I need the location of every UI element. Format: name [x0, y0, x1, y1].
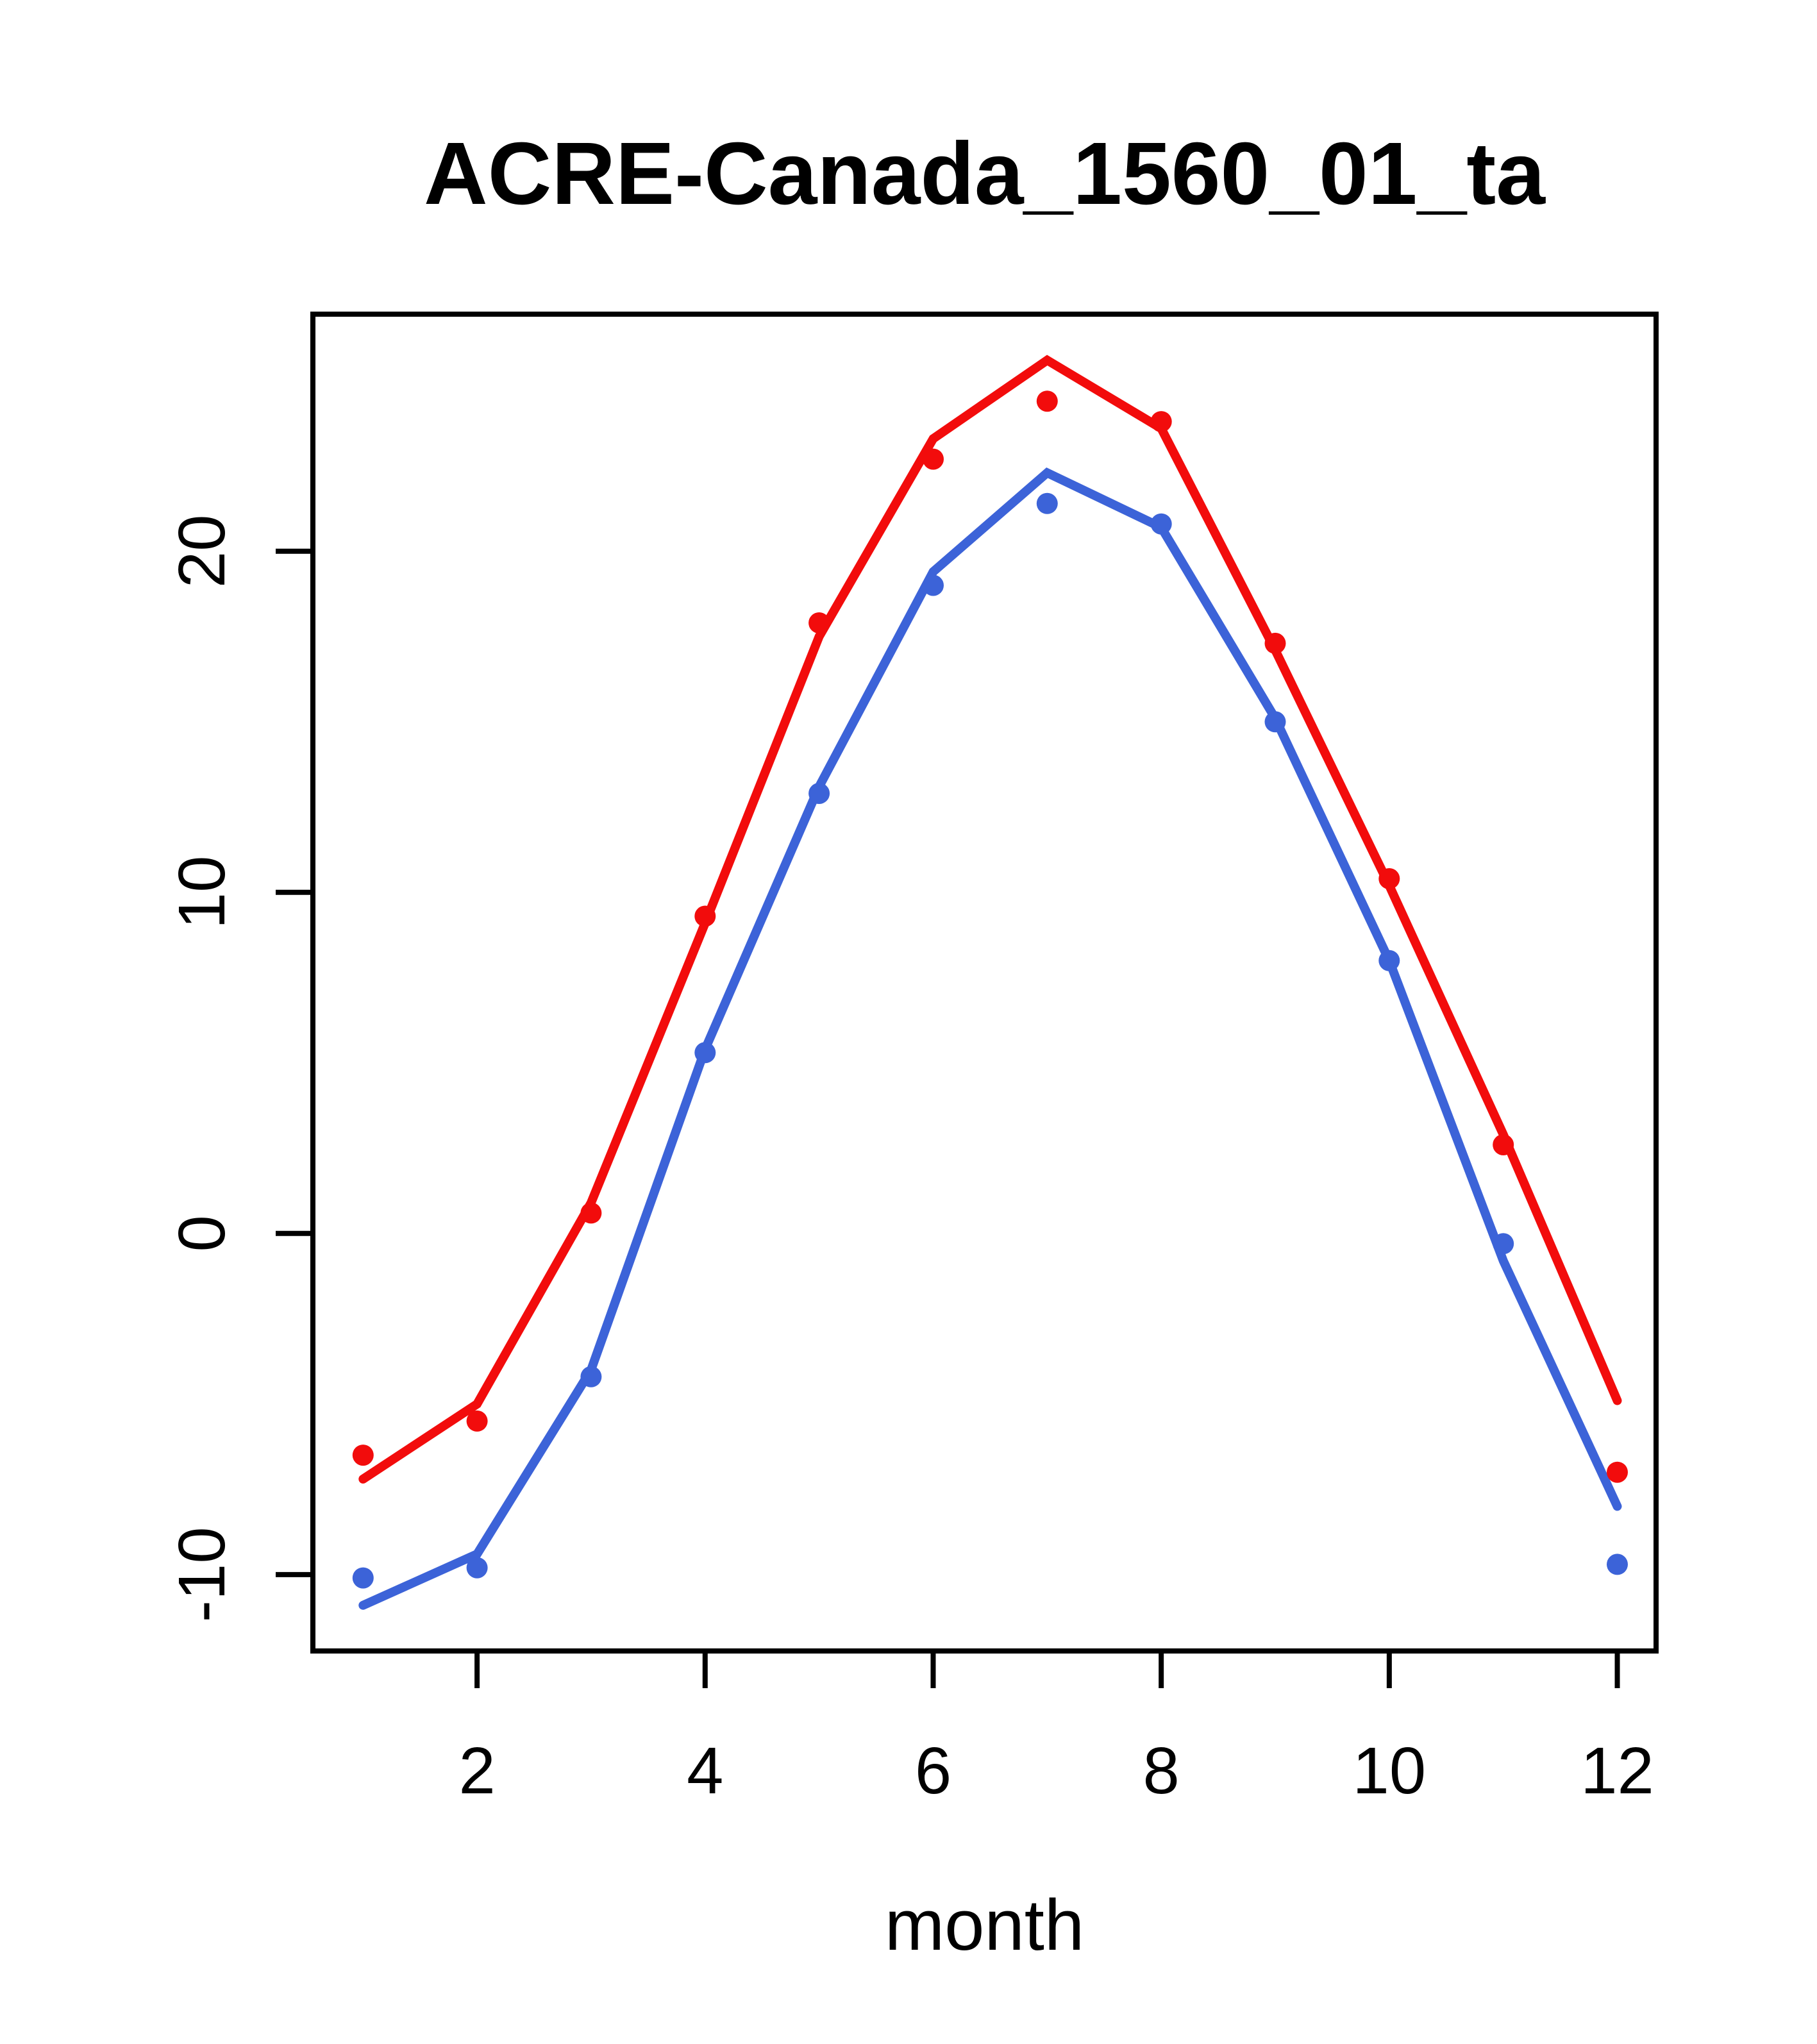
- blue-points-series: [352, 492, 1628, 1589]
- red-data-point: [1607, 1461, 1628, 1483]
- red-points-series: [352, 390, 1628, 1483]
- plot-box: [310, 312, 1659, 1654]
- y-axis-ticks: -10 0 10 20: [165, 514, 313, 1622]
- y-tick-label: 10: [165, 855, 239, 929]
- blue-data-point: [923, 574, 944, 596]
- y-tick-label: 0: [165, 1215, 239, 1252]
- blue-data-point: [1493, 1233, 1514, 1255]
- red-data-point: [1378, 868, 1400, 889]
- blue-data-point: [1607, 1554, 1628, 1575]
- red-data-point: [352, 1445, 374, 1466]
- red-data-point: [1036, 390, 1058, 412]
- x-tick-label: 2: [458, 1734, 495, 1807]
- blue-data-point: [580, 1366, 602, 1387]
- red-data-point: [808, 612, 830, 633]
- x-tick-label: 6: [915, 1734, 951, 1807]
- blue-data-point: [808, 783, 830, 804]
- y-tick-label: -10: [165, 1527, 239, 1622]
- red-data-point: [694, 905, 716, 927]
- blue-data-point: [694, 1042, 716, 1064]
- x-axis-ticks: 2 4 6 8 10 12: [458, 1651, 1654, 1807]
- blue-data-point: [1378, 950, 1400, 971]
- y-tick-label: 20: [165, 514, 239, 588]
- red-data-point: [580, 1202, 602, 1224]
- blue-line-series: [358, 467, 1622, 1610]
- chart-title: ACRE-Canada_1560_01_ta: [424, 124, 1545, 223]
- blue-data-point: [466, 1557, 488, 1579]
- x-tick-label: 10: [1353, 1734, 1427, 1807]
- blue-data-point: [1264, 711, 1286, 733]
- blue-data-point: [352, 1567, 374, 1589]
- blue-data-point: [1150, 513, 1172, 535]
- red-line-series: [358, 355, 1622, 1484]
- blue-data-point: [1036, 492, 1058, 514]
- x-tick-label: 12: [1580, 1734, 1654, 1807]
- red-data-point: [466, 1410, 488, 1432]
- red-data-point: [1493, 1134, 1514, 1155]
- red-data-point: [1150, 411, 1172, 433]
- x-tick-label: 8: [1143, 1734, 1180, 1807]
- x-tick-label: 4: [687, 1734, 723, 1807]
- x-axis-title: month: [884, 1885, 1085, 1965]
- red-data-point: [1264, 632, 1286, 654]
- red-data-point: [923, 448, 944, 470]
